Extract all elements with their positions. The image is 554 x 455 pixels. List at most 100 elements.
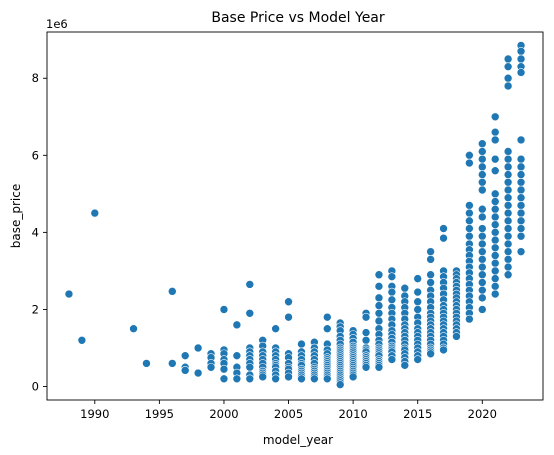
data-point <box>477 239 487 249</box>
data-point <box>477 147 487 156</box>
data-point <box>503 154 513 164</box>
data-point <box>516 170 526 179</box>
data-point <box>503 177 513 187</box>
data-point <box>503 54 513 64</box>
data-point <box>503 147 513 156</box>
data-point <box>413 297 423 307</box>
data-point <box>232 320 242 330</box>
data-point <box>490 204 500 214</box>
data-point <box>490 220 500 229</box>
data-point <box>245 308 255 318</box>
data-point <box>129 324 138 334</box>
data-point <box>322 324 332 334</box>
data-point <box>426 278 435 287</box>
data-point <box>465 201 474 210</box>
data-point <box>374 316 384 326</box>
y-axis-ticks: 0 2 4 6 8 <box>32 71 47 394</box>
data-point <box>503 270 513 280</box>
data-point <box>465 224 474 233</box>
data-point <box>477 185 487 195</box>
data-point <box>284 297 293 307</box>
data-point <box>490 251 500 260</box>
data-point <box>465 231 474 241</box>
data-point <box>477 255 487 264</box>
data-point <box>206 362 216 372</box>
data-point <box>180 366 190 375</box>
y-tick-label: 0 <box>32 380 39 394</box>
data-point <box>516 46 526 56</box>
data-point <box>516 193 526 202</box>
data-point <box>439 345 448 355</box>
data-point <box>490 289 500 299</box>
data-point <box>490 235 500 245</box>
data-point <box>516 224 526 233</box>
data-point <box>516 216 526 226</box>
data-point <box>477 177 487 187</box>
data-point <box>374 282 384 291</box>
data-point <box>284 312 293 322</box>
data-point <box>387 272 397 281</box>
data-point <box>503 162 513 172</box>
data-point <box>64 289 74 299</box>
data-point <box>361 328 371 337</box>
data-point <box>490 166 500 176</box>
data-point <box>413 355 423 364</box>
data-point <box>516 208 526 218</box>
data-point <box>477 278 487 287</box>
data-point <box>322 374 332 384</box>
x-tick-label: 2005 <box>274 407 303 421</box>
data-point <box>516 54 526 64</box>
data-point <box>477 285 487 295</box>
data-point <box>232 351 242 360</box>
data-point <box>477 262 487 272</box>
data-point <box>503 62 513 71</box>
data-point <box>426 255 435 264</box>
data-point <box>503 224 513 233</box>
data-point <box>503 247 513 256</box>
data-point <box>258 372 268 382</box>
data-point <box>477 170 487 179</box>
data-point <box>477 305 487 314</box>
data-point <box>361 335 371 345</box>
data-point <box>348 372 358 382</box>
data-point <box>516 177 526 187</box>
data-point <box>297 374 306 384</box>
x-tick-label: 1990 <box>80 407 109 421</box>
data-point <box>271 374 280 384</box>
data-point <box>465 314 474 324</box>
data-point <box>232 374 242 384</box>
data-point <box>322 312 332 322</box>
data-point <box>503 201 513 210</box>
x-tick-label: 2010 <box>338 407 367 421</box>
data-point <box>271 324 280 334</box>
y-tick-label: 4 <box>32 225 39 239</box>
y-tick-label: 6 <box>32 148 39 162</box>
data-point <box>426 270 435 280</box>
data-point <box>503 81 513 91</box>
data-point <box>167 287 177 296</box>
data-point <box>477 204 487 214</box>
data-point <box>477 247 487 256</box>
data-point <box>400 283 410 293</box>
data-point <box>426 349 435 359</box>
data-point <box>490 274 500 283</box>
data-point <box>387 287 397 297</box>
data-point <box>219 364 229 374</box>
data-point <box>413 274 423 283</box>
data-point <box>477 293 487 303</box>
data-point <box>503 73 513 83</box>
data-point <box>361 312 371 322</box>
data-point <box>516 247 526 256</box>
data-point <box>374 308 384 318</box>
data-point <box>516 231 526 241</box>
chart-title: Base Price vs Model Year <box>211 10 385 26</box>
data-point <box>490 197 500 206</box>
data-point <box>465 151 474 160</box>
data-point <box>477 224 487 233</box>
data-point <box>90 208 100 218</box>
data-point <box>193 368 203 378</box>
data-point <box>374 293 384 303</box>
y-tick-label: 8 <box>32 71 39 85</box>
data-point <box>465 216 474 226</box>
data-point <box>490 228 500 237</box>
